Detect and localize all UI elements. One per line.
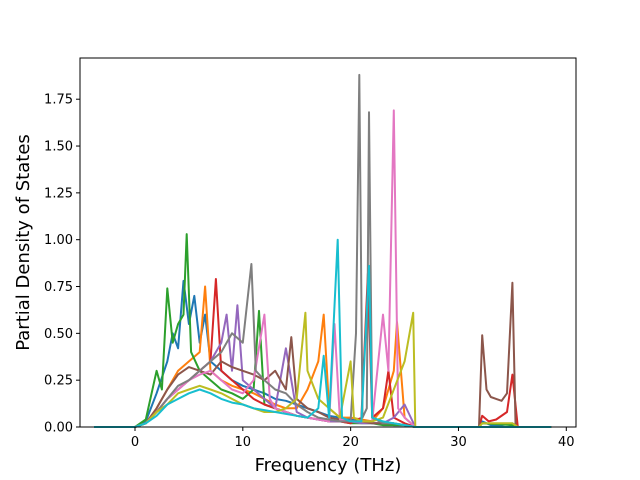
x-axis: 0 10 20 30 40 xyxy=(131,427,575,450)
series-line-8 xyxy=(94,73,552,428)
y-tick-label: 1.75 xyxy=(44,93,73,108)
y-tick-label: 1.00 xyxy=(44,233,73,248)
series-line-6 xyxy=(94,281,552,428)
x-tick-label: 0 xyxy=(131,435,139,450)
x-tick-label: 30 xyxy=(450,435,467,450)
series-line-10 xyxy=(94,238,552,428)
series-line-9 xyxy=(94,311,552,428)
y-tick-label: 0.50 xyxy=(44,327,73,342)
y-axis: 0.00 0.25 0.50 0.75 1.00 1.25 1.50 1.75 xyxy=(44,93,80,436)
series-line-7 xyxy=(94,109,552,428)
series-layer xyxy=(94,73,552,428)
x-tick-label: 10 xyxy=(235,435,252,450)
y-axis-label: Partial Density of States xyxy=(13,134,34,351)
x-tick-label: 40 xyxy=(558,435,575,450)
x-tick-label: 20 xyxy=(342,435,359,450)
y-tick-label: 0.75 xyxy=(44,280,73,295)
y-tick-label: 0.25 xyxy=(44,374,73,389)
y-tick-label: 0.00 xyxy=(44,421,73,436)
y-tick-label: 1.25 xyxy=(44,186,73,201)
x-axis-label: Frequency (THz) xyxy=(255,455,402,476)
y-tick-label: 1.50 xyxy=(44,140,73,155)
plot-area xyxy=(79,57,577,428)
axes-frame xyxy=(79,57,577,428)
